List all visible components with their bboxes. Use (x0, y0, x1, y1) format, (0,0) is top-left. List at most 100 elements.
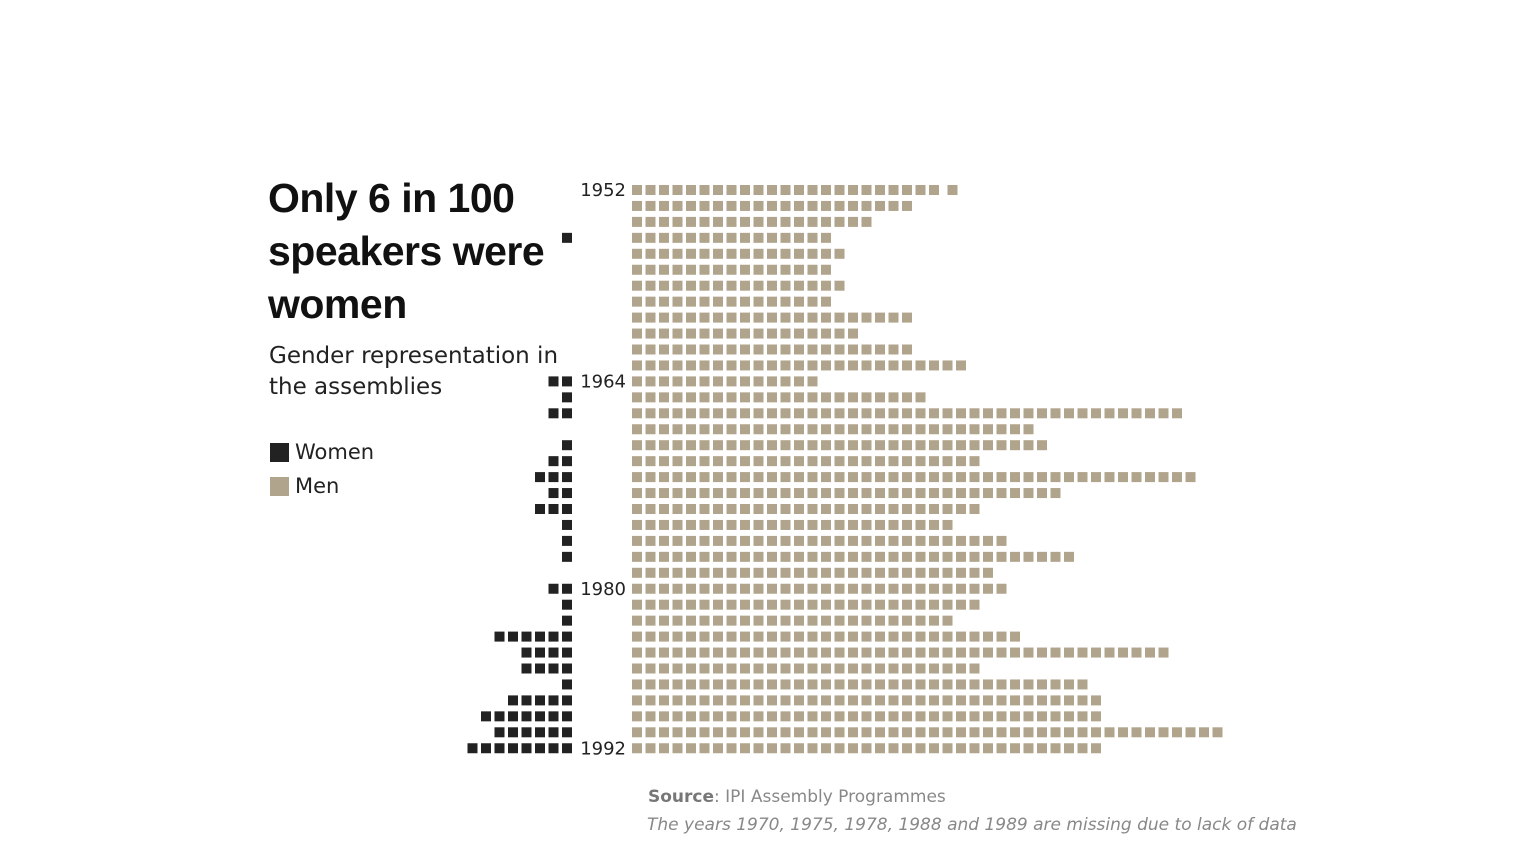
men-square (861, 535, 872, 546)
men-square (834, 456, 845, 467)
men-square (645, 232, 656, 243)
row-1954 (632, 216, 872, 227)
women-square (548, 488, 559, 499)
men-square (632, 296, 642, 307)
row-1967 (632, 424, 1034, 435)
men-square (983, 679, 993, 690)
men-square (632, 200, 642, 211)
men-square (780, 360, 791, 371)
men-square (686, 535, 696, 546)
men-square (767, 424, 777, 435)
men-square (888, 567, 899, 578)
men-square (659, 312, 669, 323)
legend-item-men: Men (270, 469, 374, 503)
men-square (726, 695, 737, 706)
men-square (929, 663, 939, 674)
men-square (686, 615, 696, 626)
men-square (915, 583, 926, 594)
men-square (753, 216, 764, 227)
men-square (740, 312, 750, 323)
men-square (699, 280, 710, 291)
men-square (740, 567, 750, 578)
men-square (983, 488, 993, 499)
men-square (1158, 647, 1169, 658)
men-square (969, 711, 980, 722)
men-square (672, 185, 683, 195)
men-square (996, 647, 1007, 658)
men-square (672, 312, 683, 323)
row-1962 (632, 344, 912, 355)
men-square (942, 551, 953, 562)
men-square (902, 185, 912, 195)
men-square (780, 424, 791, 435)
men-square (848, 647, 858, 658)
men-square (794, 344, 804, 355)
men-square (672, 647, 683, 658)
men-square (834, 519, 845, 530)
men-square (821, 711, 831, 722)
men-square (794, 200, 804, 211)
men-square (996, 711, 1007, 722)
men-square (659, 216, 669, 227)
men-square (767, 456, 777, 467)
men-square (848, 344, 858, 355)
men-square (956, 631, 966, 642)
men-square (767, 551, 777, 562)
men-square (821, 232, 831, 243)
men-square (632, 551, 642, 562)
men-square (699, 328, 710, 339)
men-square (726, 280, 737, 291)
men-square (902, 472, 912, 483)
row-1953 (632, 200, 912, 211)
men-square (821, 695, 831, 706)
men-square (956, 647, 966, 658)
men-square (1077, 647, 1088, 658)
men-square (969, 456, 980, 467)
men-square (915, 392, 926, 403)
men-square (834, 408, 845, 419)
men-square (861, 424, 872, 435)
men-square (807, 743, 818, 754)
men-square (699, 727, 710, 738)
men-square (699, 312, 710, 323)
men-square (915, 472, 926, 483)
men-square (942, 360, 953, 371)
row-1976 (562, 535, 1007, 546)
men-square (753, 679, 764, 690)
men-square (794, 551, 804, 562)
men-square (1010, 727, 1020, 738)
men-square (929, 743, 939, 754)
women-square (548, 583, 559, 594)
men-square (740, 185, 750, 195)
women-square (562, 711, 572, 722)
men-square (753, 711, 764, 722)
men-square (929, 535, 939, 546)
men-square (902, 344, 912, 355)
men-square (686, 663, 696, 674)
men-square (888, 535, 899, 546)
men-square (1023, 743, 1034, 754)
men-square (902, 727, 912, 738)
men-square (1131, 727, 1142, 738)
men-square (915, 519, 926, 530)
men-square (888, 679, 899, 690)
men-square (740, 583, 750, 594)
women-square (548, 472, 559, 483)
men-square (767, 376, 777, 387)
men-square (1131, 472, 1142, 483)
men-square (821, 264, 831, 275)
men-square (834, 185, 845, 195)
men-square (888, 711, 899, 722)
men-square (780, 567, 791, 578)
men-square (902, 551, 912, 562)
men-square (780, 392, 791, 403)
women-square (548, 408, 559, 419)
men-square (996, 583, 1007, 594)
women-square (548, 663, 559, 674)
men-square (645, 472, 656, 483)
men-square (807, 679, 818, 690)
men-square (632, 376, 642, 387)
men-square (848, 727, 858, 738)
men-square (834, 504, 845, 514)
men-square (915, 599, 926, 610)
